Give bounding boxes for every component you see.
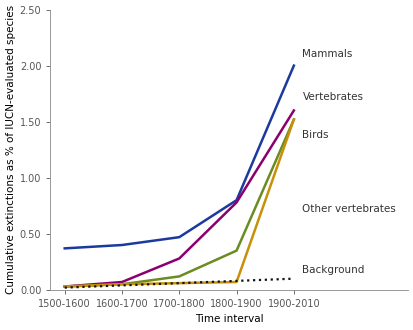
Text: Birds: Birds [302, 130, 328, 140]
Text: Vertebrates: Vertebrates [302, 92, 363, 102]
X-axis label: Time interval: Time interval [195, 314, 263, 324]
Y-axis label: Cumulative extinctions as % of IUCN-evaluated species: Cumulative extinctions as % of IUCN-eval… [5, 5, 16, 294]
Text: Mammals: Mammals [302, 50, 352, 59]
Text: Other vertebrates: Other vertebrates [302, 204, 395, 214]
Text: Background: Background [302, 265, 364, 275]
